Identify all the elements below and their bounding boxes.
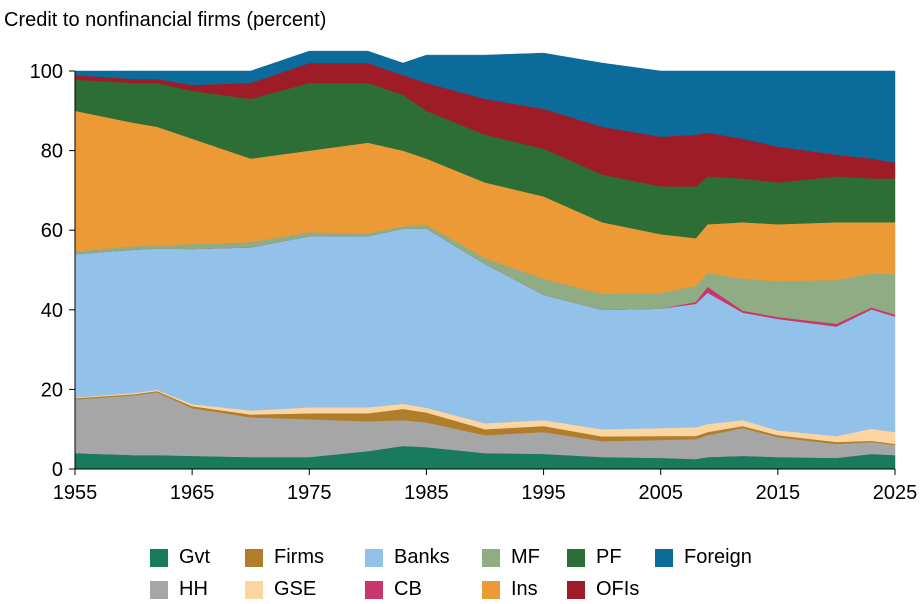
legend-swatch	[482, 548, 500, 567]
legend-item-firms: Firms	[245, 546, 324, 569]
legend-swatch	[245, 580, 263, 599]
legend-swatch	[245, 548, 263, 567]
legend-item-banks: Banks	[365, 546, 450, 569]
legend-item-gse: GSE	[245, 578, 316, 601]
x-tick-label: 2025	[873, 482, 918, 504]
chart-title: Credit to nonfinancial firms (percent)	[4, 9, 327, 31]
y-tick-label: 100	[30, 61, 63, 83]
area-series-foreign	[74, 50, 896, 163]
legend-item-mf: MF	[482, 546, 540, 569]
legend-label: Ins	[511, 578, 538, 600]
legend-label: Gvt	[179, 546, 211, 568]
legend-item-cb: CB	[365, 578, 422, 601]
legend-label: PF	[596, 546, 622, 568]
legend-item-ofis: OFIs	[567, 578, 639, 601]
x-tick-label: 1975	[287, 482, 332, 504]
y-tick-label: 60	[41, 220, 63, 242]
x-axis-ticks: 1955 1965 1975 1985 1995 2005 2015 2025	[53, 469, 918, 504]
legend-label: Firms	[274, 546, 324, 568]
legend-swatch	[482, 580, 500, 599]
chart-areas	[74, 50, 896, 470]
x-tick-label: 1955	[53, 482, 98, 504]
y-tick-label: 20	[41, 379, 63, 401]
legend-swatch	[365, 580, 383, 599]
legend-item-pf: PF	[567, 546, 622, 569]
legend-label: CB	[394, 578, 422, 600]
legend-item-ins: Ins	[482, 578, 538, 601]
legend-swatch	[150, 548, 168, 567]
y-tick-label: 40	[41, 300, 63, 322]
stacked-area-chart: 1955 1965 1975 1985 1995 2005 2015 2025 0 20 40 60…	[30, 50, 918, 504]
chart-axes	[74, 71, 895, 470]
legend-swatch	[150, 580, 168, 599]
legend-label: GSE	[274, 578, 317, 600]
legend-label: Foreign	[684, 546, 752, 568]
legend-swatch	[365, 548, 383, 567]
legend-item-gvt: Gvt	[150, 546, 210, 569]
legend-item-hh: HH	[150, 578, 208, 601]
legend-label: HH	[179, 578, 208, 600]
legend-swatch	[567, 580, 585, 599]
x-tick-label: 2005	[638, 482, 683, 504]
legend-label: Banks	[394, 546, 450, 568]
y-tick-label: 80	[41, 141, 63, 163]
x-tick-label: 2015	[756, 482, 801, 504]
y-tick-label: 0	[52, 459, 63, 481]
x-tick-label: 1995	[521, 482, 566, 504]
y-axis-ticks: 0 20 40 60 80 100	[30, 61, 75, 481]
x-tick-label: 1985	[404, 482, 449, 504]
legend-item-foreign: Foreign	[655, 546, 752, 569]
legend-swatch	[567, 548, 585, 567]
legend-swatch	[655, 548, 673, 567]
legend-label: OFIs	[596, 578, 640, 600]
legend-label: MF	[511, 546, 540, 568]
x-tick-label: 1965	[170, 482, 215, 504]
